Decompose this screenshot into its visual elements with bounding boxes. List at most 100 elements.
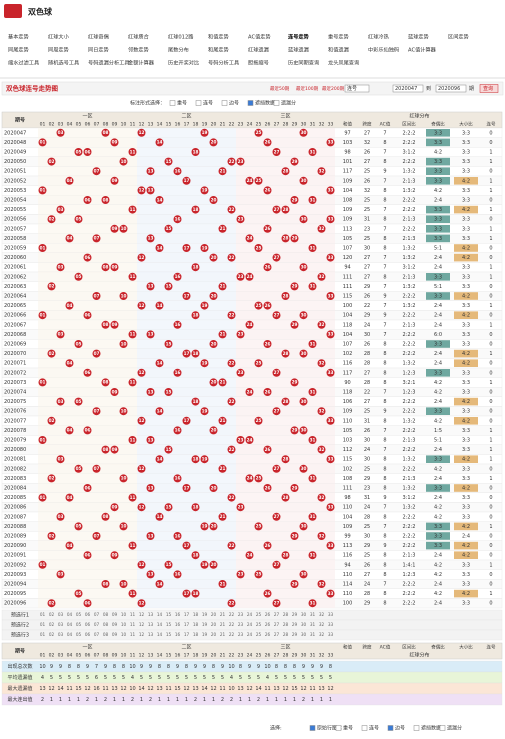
preselect-number[interactable]: 15 [166,632,172,637]
nav-link[interactable]: 和值遗漏 [328,46,349,54]
nav-link[interactable]: 蓝球走势 [408,33,429,41]
preselect-number[interactable]: 13 [148,632,154,637]
preselect-number[interactable]: 30 [301,632,307,637]
preselect-number[interactable]: 06 [85,612,91,617]
nav-link[interactable]: 缩水过滤工具 [8,59,39,67]
preselect-number[interactable]: 15 [166,612,172,617]
preselect-number[interactable]: 28 [283,622,289,627]
preselect-number[interactable]: 30 [301,612,307,617]
nav-link[interactable]: 尾数分布 [168,46,189,54]
preselect-number[interactable]: 21 [220,632,226,637]
query-button[interactable] [479,84,499,93]
preselect-number[interactable]: 29 [292,612,298,617]
nav-link[interactable]: 红球遗漏 [248,46,269,54]
nav-link[interactable]: 同尾走势 [8,46,29,54]
nav-link[interactable]: 和值走势 [208,33,229,41]
checkbox[interactable] [361,725,368,731]
checkbox[interactable] [335,725,342,731]
preselect-number[interactable]: 04 [67,632,73,637]
preselect-number[interactable]: 15 [166,622,172,627]
preselect-number[interactable]: 08 [103,612,109,617]
preselect-number[interactable]: 05 [76,612,82,617]
nav-link[interactable]: 胆拖缩号 [248,59,269,67]
preselect-number[interactable]: 28 [283,632,289,637]
nav-link[interactable]: 和尾走势 [208,46,229,54]
nav-link[interactable]: 邻数走势 [128,46,149,54]
nav-link[interactable]: AC值走势 [248,33,271,41]
nav-link[interactable]: 随机选号工具 [48,59,79,67]
preselect-number[interactable]: 09 [112,612,118,617]
preselect-number[interactable]: 22 [229,622,235,627]
preselect-number[interactable]: 03 [58,632,64,637]
preselect-number[interactable]: 07 [94,612,100,617]
nav-link[interactable]: 蓝球遗漏 [288,46,309,54]
preselect-number[interactable]: 31 [310,612,316,617]
preselect-number[interactable]: 13 [148,622,154,627]
from-input[interactable] [392,84,424,93]
nav-link[interactable]: 中彩乐仙独码 [368,46,399,54]
preselect-number[interactable]: 26 [265,622,271,627]
preselect-number[interactable]: 16 [175,622,181,627]
preselect-number[interactable]: 20 [211,622,217,627]
preselect-number[interactable]: 26 [265,612,271,617]
preselect-number[interactable]: 19 [202,632,208,637]
select-box[interactable] [344,84,370,93]
preselect-number[interactable]: 32 [319,622,325,627]
preselect-number[interactable]: 21 [220,622,226,627]
preselect-number[interactable]: 08 [103,622,109,627]
preselect-number[interactable]: 30 [301,622,307,627]
preselect-number[interactable]: 33 [328,632,334,637]
to-input[interactable] [435,84,467,93]
preselect-number[interactable]: 04 [67,622,73,627]
preselect-number[interactable]: 16 [175,612,181,617]
preselect-number[interactable]: 18 [193,612,199,617]
preselect-number[interactable]: 10 [121,612,127,617]
preselect-number[interactable]: 22 [229,632,235,637]
preselect-number[interactable]: 14 [157,622,163,627]
preselect-number[interactable]: 02 [49,612,55,617]
preselect-number[interactable]: 19 [202,612,208,617]
preselect-number[interactable]: 23 [238,612,244,617]
checkbox[interactable] [273,100,280,106]
checkbox[interactable] [221,100,228,106]
preselect-number[interactable]: 12 [139,612,145,617]
preselect-number[interactable]: 33 [328,612,334,617]
preselect-number[interactable]: 28 [283,612,289,617]
nav-link[interactable]: 金额计算器 [128,59,155,67]
preselect-number[interactable]: 16 [175,632,181,637]
nav-link[interactable]: 号码遗漏分析工具 [88,59,130,67]
preselect-number[interactable]: 25 [256,632,262,637]
preselect-number[interactable]: 11 [130,622,136,627]
preselect-number[interactable]: 07 [94,622,100,627]
preselect-number[interactable]: 09 [112,632,118,637]
preselect-number[interactable]: 02 [49,622,55,627]
preselect-number[interactable]: 27 [274,622,280,627]
preselect-number[interactable]: 17 [184,632,190,637]
nav-link[interactable]: 红球奇偶 [88,33,109,41]
range-link[interactable]: 最近200期 [322,85,345,92]
preselect-number[interactable]: 20 [211,612,217,617]
preselect-number[interactable]: 31 [310,632,316,637]
preselect-number[interactable]: 07 [94,632,100,637]
preselect-number[interactable]: 31 [310,622,316,627]
preselect-number[interactable]: 32 [319,612,325,617]
preselect-number[interactable]: 27 [274,612,280,617]
nav-link[interactable]: AC值计算器 [408,46,437,54]
preselect-number[interactable]: 20 [211,632,217,637]
preselect-number[interactable]: 17 [184,612,190,617]
preselect-number[interactable]: 21 [220,612,226,617]
nav-link[interactable]: 同日走势 [88,46,109,54]
nav-link[interactable]: 重号走势 [328,33,349,41]
nav-link[interactable]: 红球012路 [168,33,194,41]
preselect-number[interactable]: 01 [40,612,46,617]
preselect-number[interactable]: 09 [112,622,118,627]
preselect-number[interactable]: 13 [148,612,154,617]
checkbox[interactable] [309,725,316,731]
preselect-number[interactable]: 17 [184,622,190,627]
checkbox[interactable] [439,725,446,731]
preselect-number[interactable]: 32 [319,632,325,637]
preselect-number[interactable]: 14 [157,612,163,617]
range-link[interactable]: 最近50期 [270,85,290,92]
preselect-number[interactable]: 10 [121,632,127,637]
checkbox[interactable] [387,725,394,731]
